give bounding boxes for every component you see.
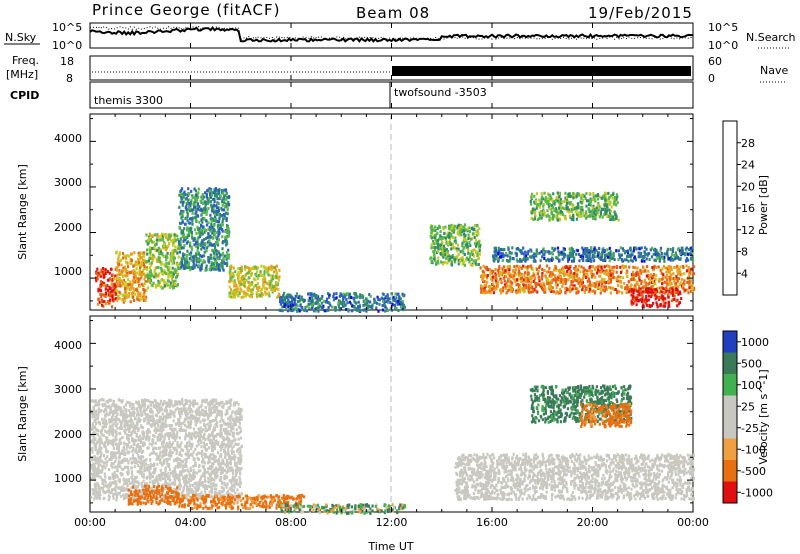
power-colorbar-tick-20: 20 [741,180,755,193]
power-region-2 [145,232,181,290]
cpid-label: CPID [10,89,39,102]
nave-label: Nave [760,64,788,77]
power-panel: Slant Range [km] 1000 2000 3000 4000 [16,113,696,313]
velocity-ylabel: Slant Range [km] [16,366,29,462]
nsky-panel: N.Sky 10^5 10^0 10^5 10^0 N.Search [4,21,796,52]
nsky-tick-bottom: 10^0 [52,39,82,52]
power-ylabel: Slant Range [km] [16,164,29,260]
velocity-colorbar-swatch-7 [723,481,737,504]
velocity-region-4 [454,452,696,502]
nsearch-tick-bottom: 10^0 [708,39,738,52]
velocity-colorbar-swatch-1 [723,352,737,375]
velocity-colorbar-label: Velocity [m s^-1] [757,369,770,464]
nsearch-label: N.Search [746,31,796,44]
velocity-panel: Slant Range [km] 1000 2000 3000 4000 [16,315,696,515]
velocity-colorbar-tick-3: 25 [741,400,755,413]
cpid-segment-2: twofsound -3503 [394,86,487,99]
velocity-colorbar-swatch-6 [723,460,737,482]
power-colorbar-tick-28: 28 [741,137,755,150]
freq-tick-bottom: 8 [66,72,73,85]
freq-panel: Freq. [MHz] 18 8 60 0 Nave [6,54,788,85]
time-tick-1: 04:00 [175,516,207,529]
power-heatmap [95,187,696,313]
nave-tick-top: 60 [708,55,722,68]
beam-title: Beam 08 [356,4,430,22]
time-tick-4: 16:00 [476,516,508,529]
velocity-colorbar-swatch-5 [723,438,737,461]
power-colorbar-tick-4: 4 [741,267,748,280]
velocity-region-3 [278,502,407,515]
time-tick-5: 20:00 [577,516,609,529]
velocity-region-2 [178,493,306,511]
velocity-colorbar-swatch-0 [723,331,737,353]
power-colorbar-label: Power [dB] [757,175,770,235]
time-axis-label: Time UT [367,540,413,553]
power-colorbar-tick-16: 16 [741,202,755,215]
velocity-colorbar-tick-2: 100 [741,379,762,392]
power-ytick-1000: 1000 [54,265,82,278]
power-region-0 [95,267,118,309]
velocity-colorbar-tick-4: -25 [741,422,759,435]
freq-label-line2: [MHz] [6,68,38,81]
cpid-panel: CPID themis 3300 twofsound -3503 [10,81,694,109]
nave-tick-bottom: 0 [708,72,715,85]
velocity-colorbar-tick-5: -100 [741,443,766,456]
velocity-ytick-3000: 3000 [54,383,82,396]
velocity-colorbar-tick-6: -500 [741,465,766,478]
velocity-colorbar-swatch-4 [723,417,737,439]
nsky-trace [89,25,694,43]
freq-label-line1: Freq. [12,54,39,67]
station-title: Prince George (fitACF) [92,1,280,19]
power-ytick-4000: 4000 [54,132,82,145]
cpid-segment-1: themis 3300 [94,94,163,107]
nsky-tick-top: 10^5 [52,21,82,34]
time-axis: 00:00 04:00 08:00 12:00 16:00 20:00 00:00 Time… [74,23,709,553]
time-tick-3: 12:00 [376,516,408,529]
power-region-7 [479,264,696,295]
power-region-6 [429,223,482,267]
date-title: 19/Feb/2015 [588,4,693,22]
nsearch-trace [89,25,694,41]
time-tick-6: 00:00 [677,516,709,529]
power-ytick-2000: 2000 [54,221,82,234]
power-region-1 [115,250,148,304]
velocity-colorbar: 1000 500 100 25 -25 -100 -500 -1000 Velocity [m… [722,330,773,504]
velocity-ytick-1000: 1000 [54,472,82,485]
velocity-colorbar-swatch-3 [723,395,737,418]
power-colorbar-tick-24: 24 [741,159,755,172]
time-tick-0: 00:00 [74,516,106,529]
power-colorbar-tick-8: 8 [741,246,748,259]
power-region-9 [529,191,620,222]
freq-tick-top: 18 [60,55,74,68]
velocity-colorbar-tick-7: -1000 [741,486,773,499]
velocity-heatmap [90,384,696,515]
velocity-region-1 [127,484,180,506]
power-ytick-3000: 3000 [54,176,82,189]
power-colorbar-tick-12: 12 [741,224,755,237]
power-region-10 [492,246,695,263]
power-colorbar: 4 8 12 16 20 24 28 Power [dB] [722,120,770,296]
velocity-colorbar-swatch-2 [723,374,737,396]
power-region-4 [228,264,281,299]
velocity-region-6 [580,402,633,429]
velocity-ytick-4000: 4000 [54,339,82,352]
freq-trace-right [392,66,691,76]
velocity-colorbar-tick-1: 500 [741,357,762,370]
power-region-8 [630,287,683,309]
velocity-region-0 [90,398,243,502]
time-tick-2: 08:00 [275,516,307,529]
nsky-label: N.Sky [5,31,37,44]
velocity-ytick-2000: 2000 [54,428,82,441]
power-region-5 [278,291,407,313]
velocity-colorbar-tick-0: 1000 [741,336,769,349]
power-region-3 [178,187,231,272]
nsearch-tick-top: 10^5 [708,21,738,34]
